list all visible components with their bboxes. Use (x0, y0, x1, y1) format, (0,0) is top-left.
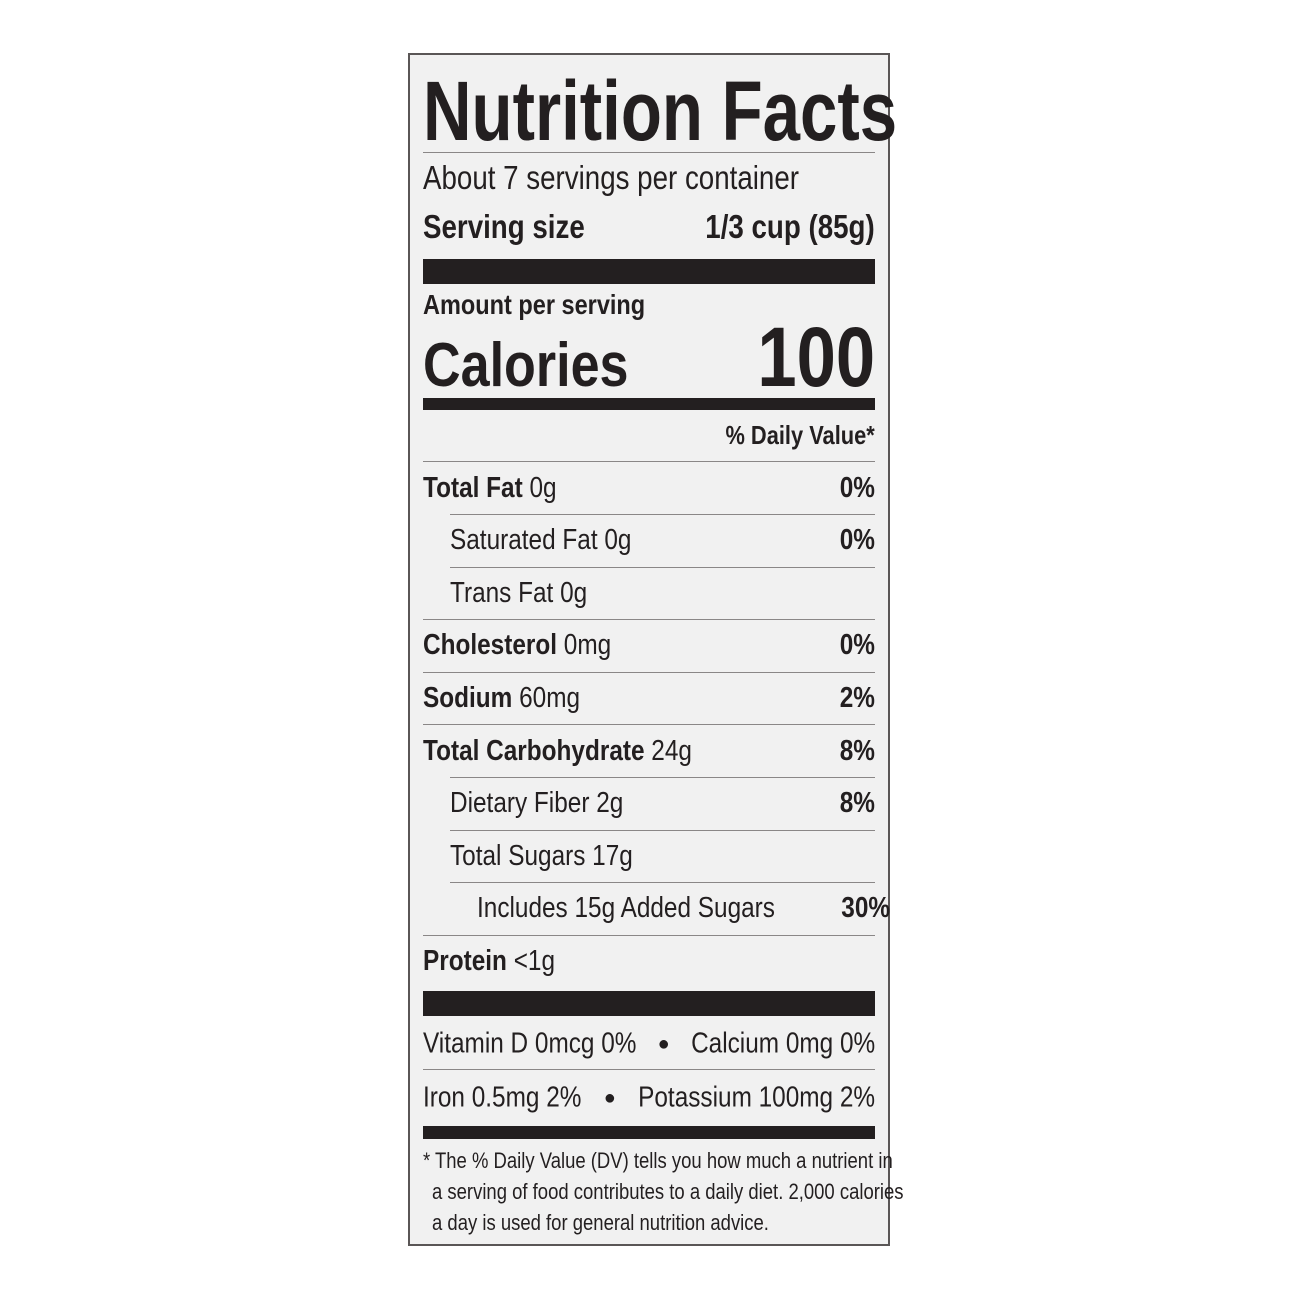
nutrient-name: Sodium 60mg (423, 682, 580, 715)
nutrient-row: Includes 15g Added Sugars 30% (423, 883, 890, 935)
calories-row: Calories 100 (423, 310, 875, 404)
nutrient-name: Saturated Fat 0g (450, 524, 631, 557)
nutrient-amount: <1g (513, 944, 556, 977)
nutrient-row: Cholesterol 0mg 0% (423, 620, 875, 672)
divider (423, 1069, 875, 1070)
calories-value: 100 (757, 310, 875, 404)
calories-label: Calories (423, 331, 629, 400)
footnote-line: a serving of food contributes to a daily… (432, 1179, 904, 1204)
nutrient-amount: 60mg (519, 681, 581, 714)
nutrient-row: Protein <1g (423, 935, 875, 987)
nutrient-amount: 2g (596, 787, 624, 820)
footnote-line: a day is used for general nutrition advi… (432, 1210, 769, 1235)
nutrient-label: Sodium (423, 681, 513, 714)
footnote-line: * The % Daily Value (DV) tells you how m… (423, 1148, 893, 1173)
nutrition-facts-label: Nutrition Facts About 7 servings per con… (408, 53, 904, 1246)
nutrient-amount: 0g (529, 471, 557, 504)
calcium: Calcium 0mg 0% (690, 1027, 875, 1060)
nutrient-label: Total Carbohydrate (423, 734, 645, 767)
amount-per-serving: Amount per serving (423, 289, 687, 321)
thick-divider (423, 991, 875, 1016)
divider (450, 882, 875, 884)
nutrient-name: Trans Fat 0g (450, 577, 587, 610)
bullet-icon: ● (603, 1087, 616, 1109)
nutrient-name: Total Fat 0g (423, 472, 557, 505)
nutrient-row: Total Fat 0g 0% (423, 462, 875, 514)
nutrient-name: Total Carbohydrate 24g (423, 735, 692, 768)
nutrient-label: Saturated Fat (450, 524, 598, 557)
vitamin-d: Vitamin D 0mcg 0% (423, 1027, 637, 1060)
thick-divider (423, 259, 875, 284)
nutrient-row: Dietary Fiber 2g 8% (423, 778, 875, 830)
vitamin-row: Iron 0.5mg 2% ● Potassium 100mg 2% (423, 1072, 875, 1124)
nutrient-label: Protein (423, 944, 507, 977)
nutrient-amount: 24g (651, 734, 692, 767)
nutrient-label: Dietary Fiber (450, 787, 590, 820)
nutrient-name: Cholesterol 0mg (423, 629, 611, 662)
divider (450, 514, 875, 515)
servings-text: About 7 servings per container (423, 159, 799, 196)
nutrient-amount: 0mg (563, 629, 612, 662)
nutrient-daily-value: 2% (839, 681, 875, 714)
nutrient-row: Total Carbohydrate 24g 8% (423, 725, 875, 777)
nutrient-name: Protein <1g (423, 945, 555, 978)
amount-per-serving-text: Amount per serving (423, 289, 646, 320)
daily-value-header: % Daily Value* (423, 411, 875, 459)
divider (423, 619, 875, 621)
medium-divider (423, 1126, 875, 1139)
nutrient-label: Includes 15g Added Sugars (477, 892, 775, 925)
serving-size-value: 1/3 cup (85g) (705, 208, 875, 245)
vitamin-row: Vitamin D 0mcg 0% ● Calcium 0mg 0% (423, 1018, 875, 1070)
nutrient-label: Cholesterol (423, 629, 558, 662)
nutrient-row: Trans Fat 0g (423, 567, 875, 619)
nutrient-amount: 0g (560, 576, 588, 609)
divider (450, 777, 875, 778)
medium-divider (423, 398, 875, 410)
footnote: * The % Daily Value (DV) tells you how m… (423, 1145, 983, 1238)
nutrient-row: Total Sugars 17g (423, 830, 875, 882)
nutrient-daily-value: 30% (841, 892, 890, 925)
divider (450, 566, 875, 568)
nutrient-amount: 0g (604, 524, 632, 557)
nutrient-name: Includes 15g Added Sugars (477, 892, 775, 925)
divider (423, 934, 875, 936)
nutrient-label: Total Fat (423, 471, 523, 504)
nutrient-amount: 17g (592, 839, 633, 872)
nutrient-name: Total Sugars 17g (450, 840, 633, 873)
divider (450, 829, 875, 831)
nutrient-daily-value: 0% (839, 471, 875, 504)
potassium: Potassium 100mg 2% (638, 1081, 875, 1114)
serving-size-label: Serving size (423, 208, 585, 245)
servings-per-container: About 7 servings per container (423, 159, 871, 197)
nutrient-name: Dietary Fiber 2g (450, 787, 623, 820)
divider (423, 152, 875, 153)
nutrient-daily-value: 0% (839, 524, 875, 557)
daily-value-header-text: % Daily Value* (725, 419, 875, 450)
nutrient-daily-value: 8% (839, 734, 875, 767)
divider (423, 461, 875, 462)
nutrient-label: Total Sugars (450, 839, 586, 872)
title-text: Nutrition Facts (423, 64, 898, 158)
nutrient-row: Saturated Fat 0g 0% (423, 515, 875, 567)
bullet-icon: ● (657, 1033, 670, 1055)
divider (423, 671, 875, 673)
nutrient-daily-value: 8% (839, 787, 875, 820)
nutrient-label: Trans Fat (450, 576, 554, 609)
iron: Iron 0.5mg 2% (423, 1081, 582, 1114)
label-title: Nutrition Facts (423, 69, 1016, 153)
nutrient-row: Sodium 60mg 2% (423, 672, 875, 724)
serving-size-row: Serving size 1/3 cup (85g) (423, 201, 875, 253)
nutrient-daily-value: 0% (839, 629, 875, 662)
divider (423, 724, 875, 726)
